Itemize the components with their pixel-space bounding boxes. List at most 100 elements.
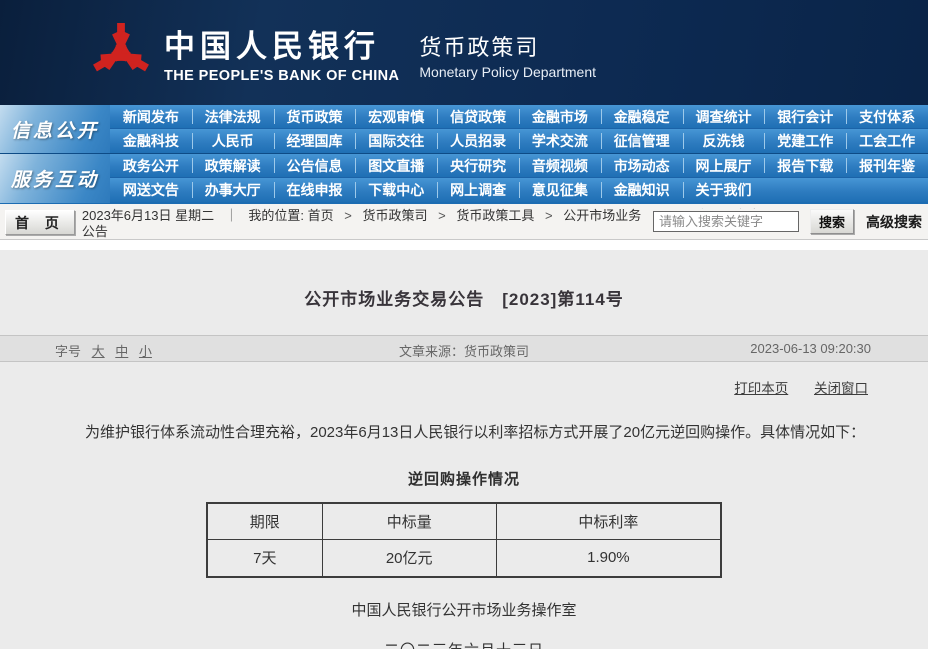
- nav-rows-service: 政务公开 政策解读 公告信息 图文直播 央行研究 音频视频 市场动态 网上展厅 …: [110, 154, 928, 203]
- nav-item[interactable]: 意见征集: [519, 178, 601, 202]
- department-name-cn: 货币政策司: [419, 34, 540, 60]
- breadcrumb-divider: ｜: [224, 208, 238, 223]
- nav-item[interactable]: 图文直播: [355, 154, 438, 177]
- nav-item[interactable]: 关于我们: [682, 178, 765, 202]
- nav-item[interactable]: 政务公开: [110, 154, 192, 177]
- nav-section-label-service[interactable]: 服务互动: [0, 154, 110, 203]
- spacer-strip: [0, 240, 928, 250]
- nav-item[interactable]: 调查统计: [682, 105, 765, 128]
- nav-item[interactable]: 金融知识: [600, 178, 683, 202]
- nav-item[interactable]: 国际交往: [355, 129, 438, 153]
- nav-item[interactable]: 报刊年鉴: [846, 154, 928, 177]
- font-size-label: 字号: [55, 344, 82, 359]
- table-title: 逆回购操作情况: [407, 470, 520, 488]
- nav-item[interactable]: 货币政策: [273, 105, 356, 128]
- nav-item[interactable]: 网上展厅: [682, 154, 765, 177]
- nav-item[interactable]: 支付体系: [846, 105, 928, 128]
- page-title: 公开市场业务交易公告 [2023]第114号: [304, 290, 624, 309]
- nav-item[interactable]: 网送文告: [110, 178, 192, 202]
- logo-block: 中国人民银行 THE PEOPLE'S BANK OF CHINA: [90, 21, 399, 84]
- nav-item[interactable]: 金融稳定: [600, 105, 683, 128]
- nav-section-info: 信息公开 新闻发布 法律法规 货币政策 宏观审慎 信贷政策 金融市场 金融稳定 …: [0, 105, 928, 154]
- search-button[interactable]: 搜索: [809, 209, 854, 234]
- table-row: 7天 20亿元 1.90%: [206, 539, 722, 577]
- nav-item[interactable]: 党建工作: [764, 129, 847, 153]
- article-timestamp: 2023-06-13 09:20:30: [750, 341, 871, 356]
- article-signature: 中国人民银行公开市场业务操作室: [351, 601, 577, 619]
- nav-item[interactable]: 网上调查: [437, 178, 519, 202]
- nav-filler: [764, 178, 847, 202]
- nav-item[interactable]: 报告下载: [764, 154, 847, 177]
- nav-item[interactable]: 音频视频: [519, 154, 601, 177]
- nav-item[interactable]: 金融市场: [519, 105, 601, 128]
- source-label: 文章来源：: [398, 344, 464, 359]
- table-cell-term: 7天: [206, 539, 323, 577]
- advanced-search-link[interactable]: 高级搜索: [866, 213, 922, 230]
- nav-row-4: 网送文告 办事大厅 在线申报 下载中心 网上调查 意见征集 金融知识 关于我们: [110, 178, 928, 202]
- nav-item[interactable]: 宏观审慎: [355, 105, 438, 128]
- article-sign-date: 二〇二三年六月十三日: [0, 639, 928, 649]
- font-size-small-link[interactable]: 小: [138, 344, 152, 359]
- nav-item[interactable]: 金融科技: [110, 129, 192, 153]
- nav-row-3: 政务公开 政策解读 公告信息 图文直播 央行研究 音频视频 市场动态 网上展厅 …: [110, 154, 928, 178]
- table-header-row: 期限 中标量 中标利率: [206, 502, 722, 540]
- search-bar: 搜索 高级搜索: [649, 209, 922, 234]
- operation-table: 期限 中标量 中标利率 7天 20亿元 1.90%: [206, 501, 722, 578]
- nav-item[interactable]: 新闻发布: [110, 105, 192, 128]
- nav-item[interactable]: 银行会计: [764, 105, 847, 128]
- font-size-large-link[interactable]: 大: [91, 344, 105, 359]
- nav-item[interactable]: 反洗钱: [682, 129, 765, 153]
- site-header: 中国人民银行 THE PEOPLE'S BANK OF CHINA 货币政策司 …: [0, 0, 928, 105]
- search-input[interactable]: [652, 211, 799, 232]
- breadcrumb-link-tools[interactable]: 货币政策工具: [456, 208, 535, 223]
- nav-item[interactable]: 学术交流: [519, 129, 601, 153]
- nav-item[interactable]: 征信管理: [600, 129, 683, 153]
- breadcrumb-link-omo[interactable]: 公开市场业务: [563, 208, 642, 223]
- nav-item[interactable]: 央行研究: [437, 154, 519, 177]
- article-meta-bar: 字号 大 中 小 文章来源：货币政策司 2023-06-13 09:20:30: [0, 335, 928, 362]
- print-page-link[interactable]: 打印本页: [734, 381, 789, 396]
- home-button[interactable]: 首 页: [5, 210, 75, 235]
- breadcrumb-separator: >: [438, 208, 446, 223]
- nav-item[interactable]: 市场动态: [600, 154, 683, 177]
- nav-item[interactable]: 政策解读: [191, 154, 274, 177]
- article-actions: 打印本页 关闭窗口: [0, 377, 928, 397]
- table-header-rate: 中标利率: [495, 502, 722, 540]
- font-size-medium-link[interactable]: 中: [115, 344, 129, 359]
- department-block: 货币政策司 Monetary Policy Department: [419, 26, 596, 80]
- pboc-emblem-icon: [93, 22, 149, 71]
- breadcrumb-bar: 首 页 2023年6月13日 星期二 ｜ 我的位置: 首页 > 货币政策司 > …: [0, 204, 928, 240]
- nav-item[interactable]: 人民币: [191, 129, 274, 153]
- nav-item[interactable]: 法律法规: [191, 105, 274, 128]
- nav-item[interactable]: 经理国库: [273, 129, 356, 153]
- font-size-controls: 字号 大 中 小: [55, 341, 152, 360]
- nav-section-label-info[interactable]: 信息公开: [0, 105, 110, 153]
- breadcrumb-separator: >: [545, 208, 553, 223]
- close-window-link[interactable]: 关闭窗口: [814, 381, 868, 396]
- breadcrumb-location-label: 我的位置:: [248, 208, 305, 223]
- nav-item[interactable]: 信贷政策: [437, 105, 519, 128]
- department-name-en: Monetary Policy Department: [419, 63, 597, 80]
- breadcrumb-separator: >: [344, 208, 352, 223]
- bank-name-cn: 中国人民银行: [164, 29, 380, 65]
- nav-row-2: 金融科技 人民币 经理国库 国际交往 人员招录 学术交流 征信管理 反洗钱 党建…: [110, 129, 928, 153]
- article-paragraph: 为维护银行体系流动性合理充裕，2023年6月13日人民银行以利率招标方式开展了2…: [85, 424, 866, 441]
- breadcrumb-link-dept[interactable]: 货币政策司: [362, 208, 428, 223]
- nav-section-service: 服务互动 政务公开 政策解读 公告信息 图文直播 央行研究 音频视频 市场动态 …: [0, 154, 928, 203]
- table-header-volume: 中标量: [321, 502, 497, 540]
- nav-item[interactable]: 在线申报: [273, 178, 356, 202]
- nav-item[interactable]: 公告信息: [273, 154, 356, 177]
- table-header-term: 期限: [206, 502, 323, 540]
- nav-rows-info: 新闻发布 法律法规 货币政策 宏观审慎 信贷政策 金融市场 金融稳定 调查统计 …: [110, 105, 928, 153]
- nav-item[interactable]: 人员招录: [437, 129, 519, 153]
- breadcrumb-date: 2023年6月13日 星期二: [81, 208, 215, 223]
- nav-item[interactable]: 工会工作: [846, 129, 928, 153]
- nav-item[interactable]: 下载中心: [355, 178, 438, 202]
- nav-item[interactable]: 办事大厅: [191, 178, 274, 202]
- nav-row-1: 新闻发布 法律法规 货币政策 宏观审慎 信贷政策 金融市场 金融稳定 调查统计 …: [110, 105, 928, 129]
- bank-name-en: THE PEOPLE'S BANK OF CHINA: [164, 68, 400, 84]
- article-source: 文章来源：货币政策司: [0, 341, 928, 360]
- breadcrumb-link-home[interactable]: 首页: [307, 208, 334, 223]
- bank-name-block: 中国人民银行 THE PEOPLE'S BANK OF CHINA: [164, 21, 399, 84]
